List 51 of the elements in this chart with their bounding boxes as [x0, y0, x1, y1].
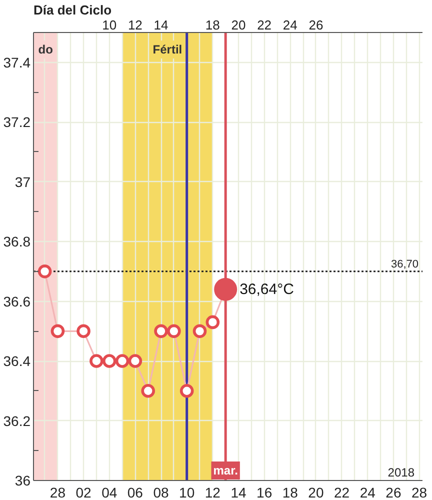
point [167, 324, 181, 338]
point [128, 354, 142, 368]
ref-line-label: mar. [213, 464, 238, 478]
x-tick-label: 04 [102, 484, 118, 500]
x-tick-label: 20 [308, 484, 324, 500]
x-tick-label: 24 [360, 484, 376, 500]
point [180, 384, 194, 398]
data-label: 36,64°C [240, 280, 294, 298]
x2-tick-label: 12 [128, 18, 142, 32]
x-tick-label: 16 [256, 484, 272, 500]
point [192, 324, 207, 338]
band-label: do [38, 42, 53, 56]
y-tick-label: 37 [14, 174, 31, 190]
x-tick-label: 08 [153, 484, 170, 500]
x-tick-label: 18 [282, 484, 298, 500]
x-tick-label: 14 [230, 484, 246, 500]
y-tick-label: 36.4 [3, 353, 31, 370]
x-tick-label: 06 [127, 484, 144, 500]
point [102, 354, 116, 368]
ref-line-label: 36,70 [390, 258, 419, 270]
x2-tick-label: 18 [205, 18, 220, 32]
x-tick-label: 22 [334, 484, 350, 500]
x2-axis-title: Día del Ciclo [34, 2, 112, 18]
x2-tick-label: 10 [102, 18, 117, 32]
point [76, 324, 90, 338]
y-tick-label: 36 [14, 472, 31, 488]
point [206, 315, 220, 330]
x2-tick-label: 26 [308, 18, 324, 32]
point [38, 264, 52, 278]
point [154, 324, 168, 338]
x-tick-label: 28 [411, 484, 428, 500]
y-tick-label: 37.2 [3, 114, 31, 130]
point [141, 384, 155, 398]
x2-tick-label: 20 [231, 18, 246, 32]
x-tick-label: 12 [204, 484, 221, 500]
point [90, 354, 104, 368]
y-tick-label: 37.4 [3, 54, 31, 70]
point [50, 324, 65, 338]
annotation: 2018 [388, 466, 415, 480]
point [115, 354, 130, 368]
x-tick-label: 02 [76, 484, 92, 500]
x-tick-label: 10 [179, 484, 195, 500]
y-tick-label: 36.2 [3, 412, 31, 429]
y-tick-label: 36.6 [3, 293, 31, 310]
x-tick-label: 26 [386, 484, 402, 500]
x2-tick-label: 14 [154, 18, 168, 32]
x2-tick-label: 24 [282, 18, 298, 32]
band-label: Fértil [152, 42, 182, 56]
y-tick-label: 36.8 [3, 234, 31, 250]
x2-tick-label: 22 [257, 18, 272, 32]
x-tick-label: 28 [50, 484, 66, 500]
